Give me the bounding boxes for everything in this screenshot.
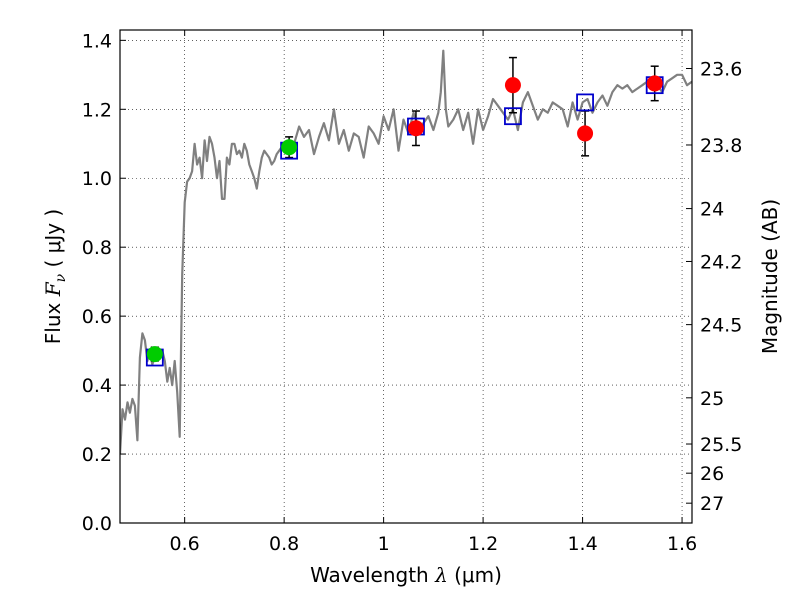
- plot-frame: [119, 29, 693, 524]
- y-tick-label: 0.8: [82, 237, 112, 259]
- y-axis-label-prefix: Flux: [41, 296, 65, 344]
- plot-area: [120, 49, 692, 455]
- spectrum-line: [120, 49, 692, 455]
- x-tick-label: 1.4: [567, 533, 597, 555]
- x-tick-label: 1.6: [667, 533, 697, 555]
- model-photometry-square: [576, 93, 594, 112]
- y-tick-label: 0.6: [82, 306, 112, 328]
- y2-tick-label: 24.5: [700, 315, 742, 337]
- y-axis-label-unit: ( μJy ): [41, 209, 65, 274]
- observed-flux-point: [146, 346, 163, 363]
- y-tick-label: 1.4: [82, 30, 112, 52]
- y2-axis-label: Magnitude (AB): [758, 199, 782, 354]
- observed-flux-point: [646, 75, 663, 92]
- x-tick-label: 1: [378, 533, 390, 555]
- observed-flux-point: [281, 139, 298, 156]
- y2-tick-label: 27: [700, 493, 724, 515]
- x-tick-label: 0.6: [170, 533, 200, 555]
- observed-flux-point: [407, 120, 424, 137]
- y-axis-label: Flux Fν ( μJy ): [41, 209, 69, 344]
- model-photometry-square: [504, 107, 522, 126]
- x-axis-label: Wavelength λ (μm): [310, 563, 502, 587]
- x-axis-label-prefix: Wavelength: [310, 563, 435, 587]
- x-tick-label: 0.8: [269, 533, 299, 555]
- y-tick-label: 0.4: [82, 375, 112, 397]
- observed-flux-point: [504, 77, 521, 94]
- x-tick-label: 1.2: [468, 533, 498, 555]
- observed-flux-point: [577, 125, 594, 142]
- y-tick-label: 1.0: [82, 168, 112, 190]
- y2-tick-label: 26: [700, 463, 724, 485]
- y-axis-label-subscript: ν: [53, 273, 69, 282]
- y2-tick-label: 24.2: [700, 251, 742, 273]
- y-tick-label: 1.2: [82, 99, 112, 121]
- y2-tick-label: 24: [700, 199, 724, 221]
- y2-tick-label: 25.5: [700, 434, 742, 456]
- x-axis-label-symbol: λ: [434, 563, 448, 587]
- y2-tick-label: 25: [700, 388, 724, 410]
- y2-tick-label: 23.8: [700, 135, 742, 157]
- y2-tick-label: 23.6: [700, 59, 742, 81]
- y-tick-label: 0.2: [82, 444, 112, 466]
- axis-ticks: 0.6 0.8 1 1.2 1.4 1.6 0.0 0.2 0.4 0.6 0.8 1.0 1.2 1.4…: [82, 30, 742, 555]
- x-axis-label-unit: (μm): [448, 563, 502, 587]
- y-axis-label-symbol: F: [41, 281, 65, 297]
- y-tick-label: 0.0: [82, 513, 112, 535]
